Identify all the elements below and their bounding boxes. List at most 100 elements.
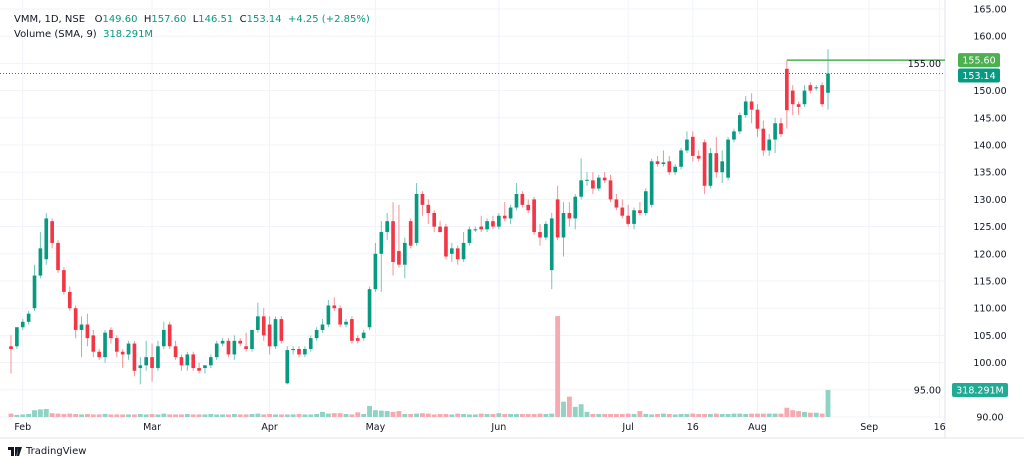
- volume-bar: [713, 413, 719, 417]
- candle-body: [738, 115, 742, 132]
- chart-legend: VMM, 1D, NSE O149.60 H157.60 L146.51 C15…: [14, 12, 370, 42]
- candle-body: [226, 340, 231, 355]
- overlays: [0, 59, 945, 75]
- candle-body: [361, 332, 366, 339]
- price-axis[interactable]: 165.00 160.00 155.00 150.00 145.00 140.00 135.…: [908, 5, 1008, 424]
- ohlc-row: VMM, 1D, NSE O149.60 H157.60 L146.51 C15…: [14, 12, 370, 27]
- volume-bar: [437, 414, 443, 417]
- volume-bar: [79, 414, 84, 417]
- volume-bar: [190, 414, 196, 417]
- high-price-tag-box: [958, 53, 1000, 68]
- volume-label[interactable]: Volume (SMA, 9): [14, 29, 97, 40]
- candle-body: [520, 193, 525, 205]
- candle-body: [397, 251, 401, 265]
- candle-body: [256, 316, 260, 330]
- volume-bar: [766, 413, 772, 417]
- volume-bar: [61, 414, 67, 417]
- volume-bar: [502, 414, 508, 417]
- high-label: H: [143, 14, 152, 25]
- candle-body: [461, 242, 466, 260]
- candle-body: [267, 324, 272, 347]
- time-tick-label: 16: [687, 422, 699, 433]
- candle-body: [826, 73, 830, 93]
- volume-bar: [514, 414, 519, 417]
- close-label: C: [239, 14, 247, 25]
- volume-bar: [390, 411, 396, 417]
- candle-body: [209, 357, 213, 366]
- volume-bar: [184, 414, 190, 417]
- change-value: +4.25 (+2.85%): [287, 14, 370, 25]
- candle-body: [743, 101, 748, 116]
- volume-bar: [443, 414, 449, 417]
- volume-bar: [449, 414, 455, 417]
- candle-body: [109, 329, 113, 339]
- volume-bar: [67, 413, 73, 417]
- volume-bar: [708, 414, 713, 417]
- candle-body: [585, 179, 589, 181]
- volume-bar: [231, 414, 237, 417]
- candle-body: [314, 329, 319, 339]
- candle-body: [85, 324, 90, 339]
- candle-body: [785, 68, 789, 111]
- tradingview-brand[interactable]: TradingView: [8, 446, 86, 457]
- volume-bar: [737, 413, 743, 417]
- candle-body: [120, 351, 125, 355]
- volume-bar: [278, 414, 284, 417]
- volume-bar: [102, 414, 108, 417]
- candle-body: [44, 218, 49, 260]
- candle-body: [103, 332, 107, 358]
- volume-bar: [719, 414, 725, 417]
- candle-body: [150, 357, 154, 369]
- time-tick-label: Jul: [621, 422, 633, 433]
- candle-body: [726, 139, 730, 178]
- candle-body: [790, 90, 795, 105]
- candle-body: [508, 207, 513, 219]
- candle-body: [244, 346, 248, 349]
- price-tick-label: 125.00: [973, 222, 1006, 233]
- volume-bar: [455, 413, 461, 417]
- candle-body: [126, 343, 131, 355]
- volume-bar: [196, 414, 202, 417]
- volume-bar: [608, 414, 613, 417]
- volume-bar: [261, 414, 267, 417]
- symbol-label[interactable]: VMM, 1D, NSE: [14, 14, 86, 25]
- volume-bar: [284, 414, 290, 417]
- volume-bar: [807, 412, 813, 417]
- candle-body: [326, 305, 331, 325]
- volume-bar: [672, 414, 678, 417]
- candle-body: [696, 155, 701, 159]
- candle-body: [285, 350, 290, 384]
- candle-body: [408, 221, 413, 246]
- volume-bar: [478, 413, 484, 417]
- volume-bar: [320, 411, 325, 417]
- candle-body: [497, 215, 501, 227]
- candle-body: [9, 346, 13, 349]
- candle-body: [602, 177, 607, 181]
- candle-body: [467, 229, 472, 243]
- candle-body: [191, 354, 196, 369]
- candle-body: [714, 153, 719, 173]
- volume-bar: [202, 414, 208, 417]
- candle-body: [690, 136, 695, 156]
- candle-body: [450, 248, 454, 254]
- volume-bar: [131, 414, 137, 417]
- time-tick-label: 16: [934, 422, 946, 433]
- candle-body: [802, 90, 807, 105]
- candle-body: [179, 357, 184, 366]
- time-axis[interactable]: Feb Mar Apr May Jun Jul 16 Aug Sep 16: [14, 422, 945, 433]
- candle-body: [291, 349, 295, 351]
- volume-bar: [743, 414, 749, 417]
- candle-body: [620, 207, 625, 216]
- candle-body: [432, 213, 437, 227]
- brand-label: TradingView: [26, 446, 87, 457]
- close-value: 153.14: [246, 14, 282, 25]
- volume-bar: [249, 414, 255, 417]
- candle-body: [779, 123, 783, 135]
- volume-bar: [678, 414, 684, 417]
- candle-body: [238, 340, 243, 344]
- candle-body: [73, 308, 78, 330]
- candle-body: [820, 85, 824, 105]
- candle-body: [485, 221, 489, 230]
- candle-body: [567, 213, 572, 219]
